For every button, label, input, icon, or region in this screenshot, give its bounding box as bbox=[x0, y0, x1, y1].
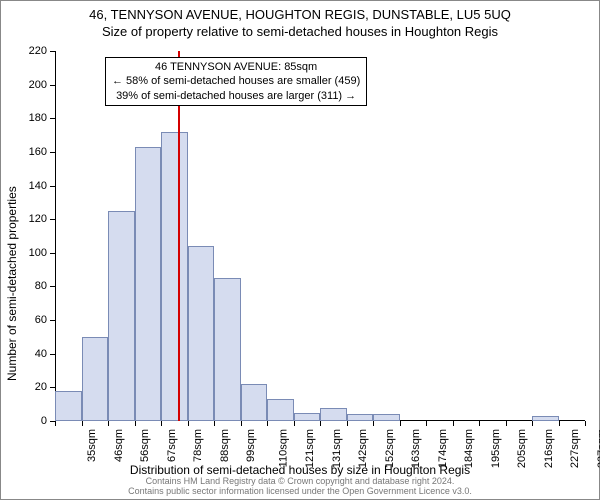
histogram-bar bbox=[373, 414, 400, 421]
x-tick-mark bbox=[82, 421, 83, 426]
x-tick-mark bbox=[400, 421, 401, 426]
x-tick-mark bbox=[320, 421, 321, 426]
y-tick-label: 120 bbox=[17, 213, 47, 225]
x-tick-mark bbox=[559, 421, 560, 426]
y-tick-mark bbox=[50, 85, 55, 86]
y-tick-label: 140 bbox=[17, 180, 47, 192]
histogram-bar bbox=[241, 384, 268, 421]
histogram-bar bbox=[55, 391, 82, 421]
x-tick-label: 56sqm bbox=[139, 429, 151, 462]
chart-title-sub: Size of property relative to semi-detach… bbox=[1, 24, 599, 39]
annotation-box: 46 TENNYSON AVENUE: 85sqm← 58% of semi-d… bbox=[105, 57, 367, 106]
x-tick-mark bbox=[108, 421, 109, 426]
y-tick-label: 220 bbox=[17, 45, 47, 57]
y-tick-label: 20 bbox=[17, 381, 47, 393]
y-axis-line bbox=[55, 51, 56, 421]
histogram-bar bbox=[294, 413, 321, 421]
x-tick-mark bbox=[453, 421, 454, 426]
y-tick-label: 40 bbox=[17, 348, 47, 360]
x-tick-mark bbox=[585, 421, 586, 426]
x-tick-mark bbox=[55, 421, 56, 426]
x-tick-label: 35sqm bbox=[86, 429, 98, 462]
y-tick-label: 200 bbox=[17, 79, 47, 91]
y-tick-mark bbox=[50, 286, 55, 287]
histogram-bar bbox=[267, 399, 294, 421]
x-tick-label: 78sqm bbox=[192, 429, 204, 462]
y-tick-mark bbox=[50, 354, 55, 355]
histogram-bar bbox=[161, 132, 188, 421]
annotation-line-2: ← 58% of semi-detached houses are smalle… bbox=[112, 74, 360, 88]
y-tick-mark bbox=[50, 152, 55, 153]
histogram-bar bbox=[108, 211, 135, 421]
histogram-bar bbox=[320, 408, 347, 421]
x-tick-mark bbox=[506, 421, 507, 426]
chart-footer: Contains HM Land Registry data © Crown c… bbox=[1, 477, 599, 497]
y-tick-mark bbox=[50, 51, 55, 52]
x-tick-label: 99sqm bbox=[245, 429, 257, 462]
x-tick-mark bbox=[214, 421, 215, 426]
y-tick-mark bbox=[50, 253, 55, 254]
annotation-line-1: 46 TENNYSON AVENUE: 85sqm bbox=[112, 60, 360, 74]
y-tick-label: 160 bbox=[17, 146, 47, 158]
histogram-bar bbox=[214, 278, 241, 421]
x-axis-label: Distribution of semi-detached houses by … bbox=[1, 463, 599, 477]
x-tick-mark bbox=[161, 421, 162, 426]
x-tick-mark bbox=[294, 421, 295, 426]
histogram-bar bbox=[135, 147, 162, 421]
x-tick-label: 88sqm bbox=[219, 429, 231, 462]
x-tick-label: 110sqm bbox=[277, 429, 289, 467]
y-tick-label: 180 bbox=[17, 112, 47, 124]
x-tick-label: 67sqm bbox=[166, 429, 178, 462]
x-tick-mark bbox=[241, 421, 242, 426]
footer-line-2: Contains public sector information licen… bbox=[1, 487, 599, 497]
y-tick-mark bbox=[50, 118, 55, 119]
y-tick-label: 0 bbox=[17, 415, 47, 427]
x-tick-mark bbox=[479, 421, 480, 426]
y-tick-mark bbox=[50, 186, 55, 187]
x-tick-mark bbox=[347, 421, 348, 426]
y-tick-label: 100 bbox=[17, 247, 47, 259]
histogram-bar bbox=[188, 246, 215, 421]
x-tick-mark bbox=[135, 421, 136, 426]
x-tick-mark bbox=[373, 421, 374, 426]
histogram-bar bbox=[82, 337, 109, 421]
chart-container: 46, TENNYSON AVENUE, HOUGHTON REGIS, DUN… bbox=[0, 0, 600, 500]
x-tick-mark bbox=[426, 421, 427, 426]
x-tick-mark bbox=[188, 421, 189, 426]
y-tick-label: 80 bbox=[17, 280, 47, 292]
histogram-bar bbox=[347, 414, 374, 421]
x-tick-mark bbox=[532, 421, 533, 426]
x-tick-label: 46sqm bbox=[113, 429, 125, 462]
x-tick-mark bbox=[267, 421, 268, 426]
chart-title-main: 46, TENNYSON AVENUE, HOUGHTON REGIS, DUN… bbox=[1, 7, 599, 22]
y-tick-mark bbox=[50, 219, 55, 220]
annotation-line-3: 39% of semi-detached houses are larger (… bbox=[112, 89, 360, 103]
y-tick-mark bbox=[50, 320, 55, 321]
chart-plot-area: 02040608010012014016018020022035sqm46sqm… bbox=[55, 51, 585, 421]
y-tick-label: 60 bbox=[17, 314, 47, 326]
property-marker-line bbox=[178, 51, 180, 421]
y-tick-mark bbox=[50, 387, 55, 388]
histogram-bar bbox=[532, 416, 559, 421]
